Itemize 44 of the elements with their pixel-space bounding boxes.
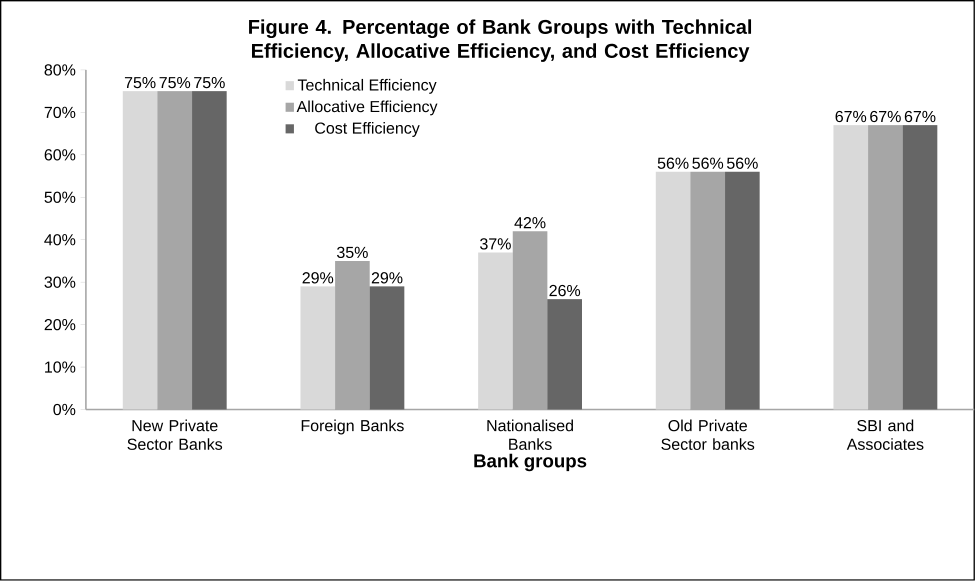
data-label: 67% bbox=[836, 111, 866, 122]
data-label: 56% bbox=[658, 158, 689, 170]
x-tick-label: New Private Sector Banks bbox=[128, 420, 222, 450]
x-tick-label: Nationalised Banks bbox=[487, 420, 573, 450]
bar bbox=[902, 125, 938, 410]
data-label: 56% bbox=[692, 158, 724, 170]
data-label: 35% bbox=[337, 246, 368, 258]
bar bbox=[656, 172, 690, 410]
legend-label: Allocative Efficiency bbox=[296, 100, 438, 116]
y-tick-label: 50% bbox=[44, 192, 76, 204]
x-axis-title: Bank groups bbox=[474, 454, 586, 472]
y-tick-label: 30% bbox=[44, 276, 76, 288]
x-tick-label: Foreign Banks bbox=[302, 420, 404, 435]
data-label: 75% bbox=[194, 77, 225, 88]
legend-label: Cost Efficiency bbox=[315, 122, 420, 138]
bar bbox=[833, 125, 868, 410]
y-tick-label: 60% bbox=[44, 149, 76, 161]
y-tick-label: 80% bbox=[44, 64, 76, 76]
data-label: 29% bbox=[302, 272, 334, 284]
data-label: 75% bbox=[160, 77, 190, 88]
data-label: 29% bbox=[372, 272, 402, 284]
data-label: 75% bbox=[124, 77, 156, 88]
y-tick-label: 20% bbox=[44, 319, 76, 330]
data-label: 26% bbox=[549, 285, 580, 296]
bar bbox=[122, 91, 158, 410]
data-label: 67% bbox=[904, 111, 936, 122]
y-tick-label: 0% bbox=[53, 404, 76, 416]
y-tick-label: 40% bbox=[44, 234, 76, 246]
legend-label: Technical Efficiency bbox=[298, 79, 437, 94]
data-label: 42% bbox=[514, 217, 546, 228]
bar bbox=[370, 286, 404, 410]
data-label: 67% bbox=[870, 111, 901, 122]
chart-title: Figure 4. Percentage of Bank Groups with Technical Efficiency, Allocative Efficiency, and Cost Efficiency bbox=[249, 19, 752, 62]
bar bbox=[547, 299, 582, 410]
y-tick-label: 10% bbox=[45, 362, 76, 373]
x-tick-label: Old Private Sector banks bbox=[661, 420, 754, 450]
bar bbox=[725, 172, 760, 410]
bar bbox=[478, 252, 513, 410]
data-label: 56% bbox=[727, 158, 758, 170]
y-tick-label: 70% bbox=[44, 106, 76, 118]
x-tick-label: SBI and Associates bbox=[846, 420, 924, 450]
bar bbox=[300, 286, 336, 410]
bar bbox=[192, 91, 227, 410]
data-label: 37% bbox=[480, 238, 511, 250]
